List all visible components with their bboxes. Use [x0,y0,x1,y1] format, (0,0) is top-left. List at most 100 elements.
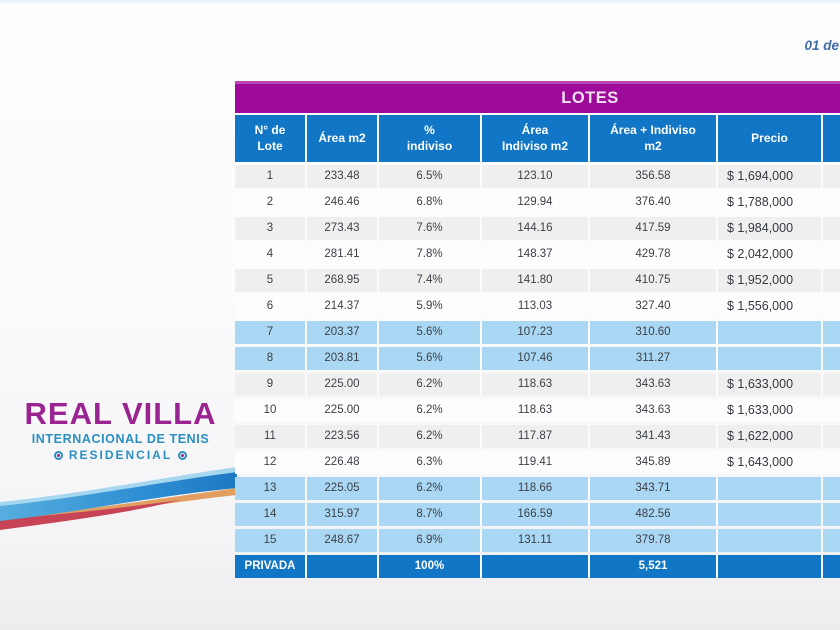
column-header: N° de Lote [235,115,307,162]
cell-area_total: 5,521 [590,555,718,578]
cell-area_total: 376.40 [590,191,718,214]
table-row: 15 248.67 6.9% 131.11 379.78 [235,529,840,552]
cell-area: 273.43 [307,217,379,240]
cell-precio: $ 1,788,000 [718,191,823,214]
column-header [823,115,840,162]
cell-extra [823,191,840,214]
table-row: 12 226.48 6.3% 119.41 345.89 $ 1,643,000 [235,451,840,474]
cell-pct: 7.6% [379,217,482,240]
cell-precio [718,321,823,344]
cell-precio: $ 1,643,000 [718,451,823,474]
cell-area_ind: 107.46 [482,347,590,370]
cell-pct: 5.6% [379,347,482,370]
cell-extra [823,269,840,292]
cell-precio: $ 1,984,000 [718,217,823,240]
table-row: 3 273.43 7.6% 144.16 417.59 $ 1,984,000 [235,217,840,240]
table-row: 5 268.95 7.4% 141.80 410.75 $ 1,952,000 [235,269,840,292]
cell-area: 203.37 [307,321,379,344]
cell-pct: 6.9% [379,529,482,552]
cell-area [307,555,379,578]
cell-area_total: 343.63 [590,373,718,396]
cell-pct: 7.8% [379,243,482,266]
cell-lote: PRIVADA [235,555,307,578]
cell-extra [823,165,840,188]
cell-precio: $ 1,633,000 [718,373,823,396]
cell-area: 246.46 [307,191,379,214]
cell-precio: $ 1,952,000 [718,269,823,292]
cell-extra [823,217,840,240]
cell-lote: 11 [235,425,307,448]
cell-precio: $ 2,042,000 [718,243,823,266]
cell-area_ind: 118.63 [482,373,590,396]
cell-area: 268.95 [307,269,379,292]
cell-pct: 6.5% [379,165,482,188]
brand-tagline-text: RESIDENCIAL [68,448,173,462]
cell-lote: 15 [235,529,307,552]
brand-tagline: RESIDENCIAL [8,448,233,462]
cell-lote: 2 [235,191,307,214]
cell-area_ind: 118.66 [482,477,590,500]
cell-area: 214.37 [307,295,379,318]
table-body: 1 233.48 6.5% 123.10 356.58 $ 1,694,000 2 246.4… [235,165,840,578]
cell-pct: 6.8% [379,191,482,214]
cell-area_ind: 118.63 [482,399,590,422]
cell-precio: $ 1,556,000 [718,295,823,318]
cell-lote: 10 [235,399,307,422]
cell-area_total: 410.75 [590,269,718,292]
brand-logo: REAL VILLA INTERNACIONAL DE TENIS RESIDE… [8,398,233,462]
cell-lote: 7 [235,321,307,344]
column-header: Área Indiviso m2 [482,115,590,162]
cell-area_total: 417.59 [590,217,718,240]
cell-pct: 100% [379,555,482,578]
brand-subtitle: INTERNACIONAL DE TENIS [31,432,210,446]
cell-lote: 4 [235,243,307,266]
cell-lote: 9 [235,373,307,396]
cell-lote: 3 [235,217,307,240]
table-total-row: PRIVADA 100% 5,521 [235,555,840,578]
cell-area: 226.48 [307,451,379,474]
cell-area_total: 482.56 [590,503,718,526]
cell-precio [718,529,823,552]
cell-pct: 5.6% [379,321,482,344]
cell-extra [823,373,840,396]
cell-area_ind: 113.03 [482,295,590,318]
cell-precio: $ 1,694,000 [718,165,823,188]
cell-pct: 6.3% [379,451,482,474]
cell-area_total: 345.89 [590,451,718,474]
cell-extra [823,425,840,448]
table-row: 13 225.05 6.2% 118.66 343.71 [235,477,840,500]
cell-pct: 5.9% [379,295,482,318]
cell-area: 248.67 [307,529,379,552]
cell-pct: 6.2% [379,425,482,448]
cell-pct: 6.2% [379,477,482,500]
cell-area_ind: 107.23 [482,321,590,344]
cell-area_total: 310.60 [590,321,718,344]
cell-precio [718,555,823,578]
cell-area: 225.00 [307,373,379,396]
cell-extra [823,503,840,526]
table-row: 4 281.41 7.8% 148.37 429.78 $ 2,042,000 [235,243,840,266]
cell-precio [718,503,823,526]
table-header-row: N° de Lote Área m2% indiviso Área Indiviso… [235,115,840,162]
column-header: Área + Indiviso m2 [590,115,718,162]
cell-lote: 6 [235,295,307,318]
cell-pct: 6.2% [379,399,482,422]
cell-area_ind [482,555,590,578]
cell-area: 225.05 [307,477,379,500]
cell-pct: 8.7% [379,503,482,526]
cell-area_total: 311.27 [590,347,718,370]
cell-area_ind: 166.59 [482,503,590,526]
table-row: 8 203.81 5.6% 107.46 311.27 [235,347,840,370]
column-header: Precio [718,115,823,162]
cell-extra [823,555,840,578]
cell-pct: 6.2% [379,373,482,396]
cell-extra [823,295,840,318]
cell-area_total: 343.71 [590,477,718,500]
cell-lote: 12 [235,451,307,474]
cell-precio: $ 1,622,000 [718,425,823,448]
date-label: 01 de [804,38,839,53]
cell-area_ind: 148.37 [482,243,590,266]
cell-pct: 7.4% [379,269,482,292]
cell-lote: 5 [235,269,307,292]
table-row: 9 225.00 6.2% 118.63 343.63 $ 1,633,000 [235,373,840,396]
